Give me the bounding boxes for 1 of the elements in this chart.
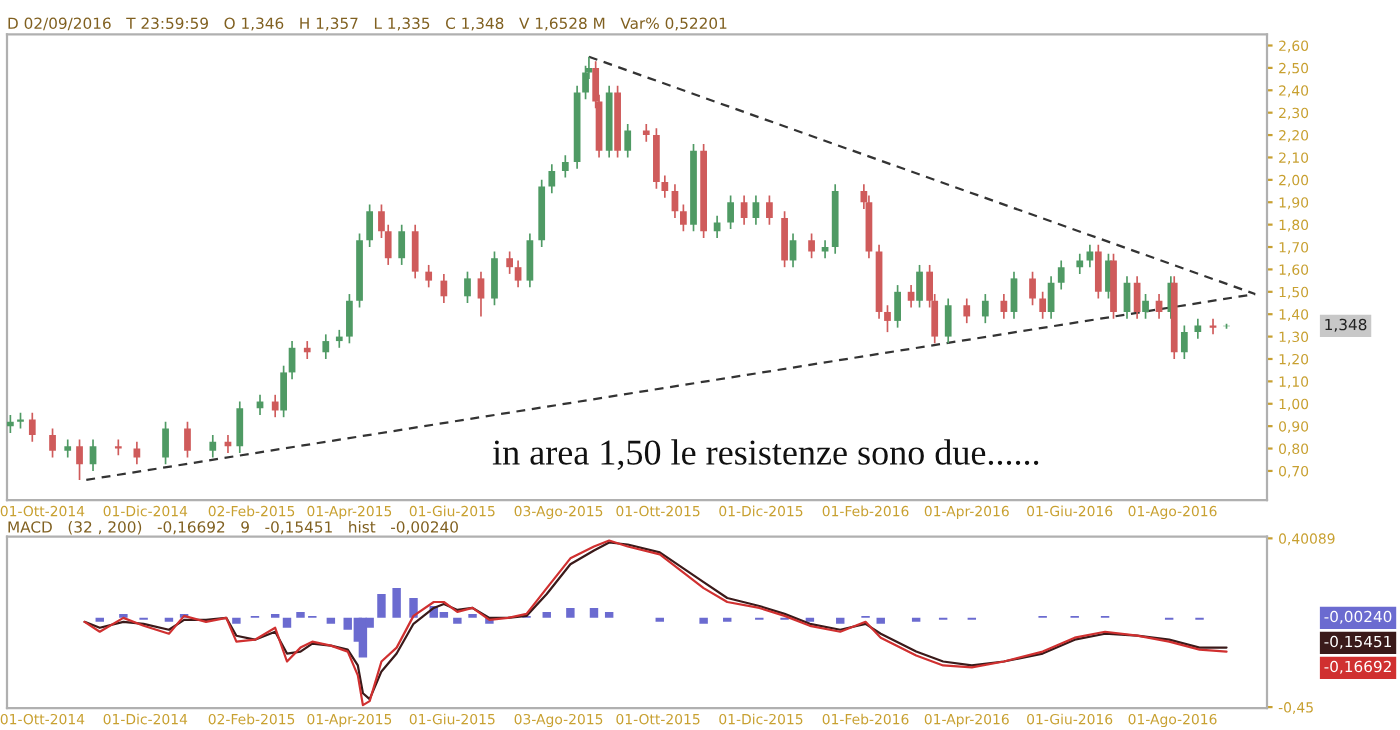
annotation: in area 1,50 le resistenze sono due......	[492, 439, 1039, 470]
